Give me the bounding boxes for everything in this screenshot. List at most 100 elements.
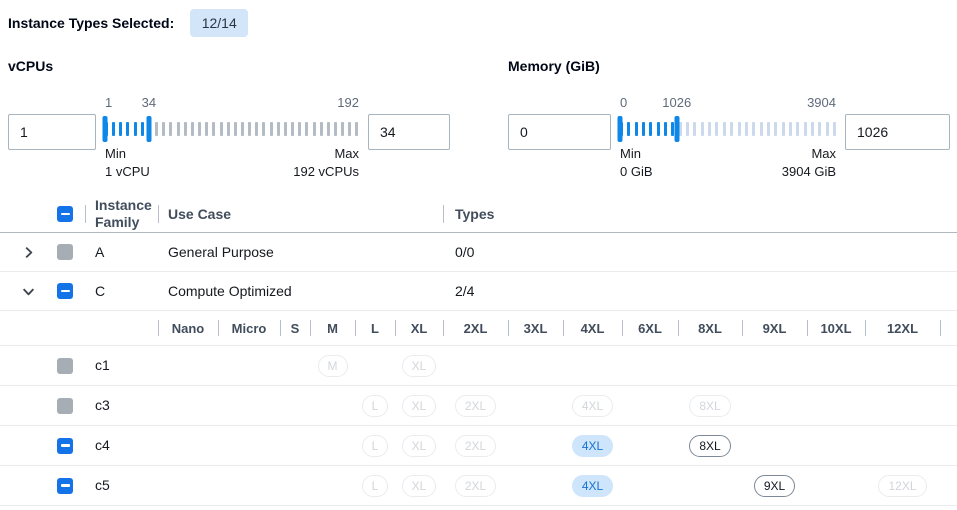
size-cell: 4XL [563, 426, 622, 465]
size-cell [508, 386, 563, 425]
vcpus-min-input[interactable] [8, 114, 96, 150]
memory-max-input[interactable] [845, 114, 950, 150]
slider-tick [730, 122, 734, 136]
slider-tick [226, 122, 230, 136]
size-cell [678, 466, 742, 505]
memory-filter-title: Memory (GiB) [508, 58, 600, 74]
size-cell: 8XL [678, 386, 742, 425]
size-cell [218, 386, 280, 425]
instance-row[interactable]: c5 L XL 2XL 4XL 9XL 12XL [0, 466, 957, 506]
size-column-header: L [355, 311, 395, 345]
row-checkbox-disabled [57, 244, 73, 260]
slider-tick [671, 122, 675, 136]
size-cell: 8XL [678, 426, 742, 465]
instance-table: Instance Family Use Case Types A General … [0, 196, 957, 506]
size-column-header: Micro [218, 311, 280, 345]
size-cell [508, 426, 563, 465]
row-checkbox-indeterminate[interactable] [57, 283, 73, 299]
chevron-down-icon[interactable] [21, 284, 36, 299]
size-cell: L [355, 426, 395, 465]
slider-tick [832, 122, 836, 136]
slider-tick [810, 122, 814, 136]
vcpus-filter: vCPUs 1 34 192 Min Max [8, 58, 450, 181]
slider-tick [183, 122, 187, 136]
size-cell: M [310, 346, 355, 385]
size-pill[interactable]: 8XL [689, 434, 731, 457]
slider-tick [312, 122, 316, 136]
size-cell: 12XL [865, 466, 940, 505]
size-pill: XL [401, 434, 437, 457]
size-cell [218, 426, 280, 465]
size-cell [622, 426, 678, 465]
size-cell [508, 466, 563, 505]
size-pill: L [361, 434, 389, 457]
size-cell [807, 466, 865, 505]
slider-tick [722, 122, 726, 136]
family-row[interactable]: A General Purpose 0/0 [0, 233, 957, 272]
slider-tick [355, 122, 359, 136]
slider-handle-min[interactable] [102, 116, 108, 142]
size-column-header: XL [395, 311, 443, 345]
size-cell [280, 386, 310, 425]
instance-name: c5 [95, 477, 110, 493]
instance-row[interactable]: c1 M XL [0, 346, 957, 386]
slider-tick [298, 122, 302, 136]
slider-tick [240, 122, 244, 136]
vcpus-min-detail: 1 vCPU [105, 164, 150, 179]
slider-handle-max[interactable] [146, 116, 152, 142]
instance-row[interactable]: c3 L XL 2XL 4XL 8XL [0, 386, 957, 426]
family-row[interactable]: C Compute Optimized 2/4 [0, 272, 957, 311]
memory-scale-labels: 0 1026 3904 [620, 95, 836, 113]
slider-tick [276, 122, 280, 136]
size-cell [622, 466, 678, 505]
size-cell [310, 386, 355, 425]
table-body: A General Purpose 0/0 C Compute Optimized 2/4… [0, 233, 957, 506]
vcpus-slider-track[interactable] [102, 116, 359, 142]
vcpus-max-input[interactable] [368, 114, 450, 150]
memory-slider-captions: Min Max 0 GiB 3904 GiB [620, 145, 836, 181]
size-pill[interactable]: 9XL [753, 474, 796, 497]
row-checkbox-indeterminate[interactable] [57, 477, 73, 494]
slider-tick [190, 122, 194, 136]
slider-tick [649, 122, 653, 136]
slider-tick [219, 122, 223, 136]
select-all-checkbox[interactable] [57, 206, 73, 222]
size-cell [563, 346, 622, 385]
row-checkbox-indeterminate[interactable] [57, 437, 73, 454]
size-pill: 2XL [454, 474, 497, 497]
size-cell [865, 426, 940, 465]
column-header-types: Types [443, 196, 957, 232]
family-name: C [95, 282, 106, 299]
slider-tick [283, 122, 287, 136]
instance-row[interactable]: c4 L XL 2XL 4XL 8XL [0, 426, 957, 466]
size-cell [622, 386, 678, 425]
size-cell [443, 346, 508, 385]
size-pill: M [317, 354, 348, 377]
slider-handle-max[interactable] [674, 116, 680, 142]
slider-tick [744, 122, 748, 136]
row-checkbox-disabled [57, 357, 73, 374]
vcpus-slider-captions: Min Max 1 vCPU 192 vCPUs [105, 145, 359, 181]
size-column-header: 6XL [622, 311, 678, 345]
slider-tick [708, 122, 712, 136]
slider-tick [627, 122, 631, 136]
slider-handle-min[interactable] [617, 116, 623, 142]
chevron-right-icon[interactable] [21, 245, 36, 260]
memory-slider-track[interactable] [617, 116, 836, 142]
slider-tick [169, 122, 173, 136]
memory-slider: 0 1026 3904 Min Max 0 GiB 3904 GiB [617, 95, 836, 181]
slider-tick [818, 122, 822, 136]
size-column-header: 2XL [443, 311, 508, 345]
instance-name: c1 [95, 357, 110, 373]
size-pill[interactable]: 4XL [571, 474, 614, 497]
use-case: Compute Optimized [168, 283, 292, 299]
size-cell [807, 386, 865, 425]
slider-tick [686, 122, 690, 136]
size-cell [158, 346, 218, 385]
size-cell [158, 386, 218, 425]
slider-tick [305, 122, 309, 136]
size-cell: XL [395, 386, 443, 425]
memory-min-input[interactable] [508, 114, 611, 150]
vcpus-scale-labels: 1 34 192 [105, 95, 359, 113]
size-pill[interactable]: 4XL [571, 434, 614, 457]
